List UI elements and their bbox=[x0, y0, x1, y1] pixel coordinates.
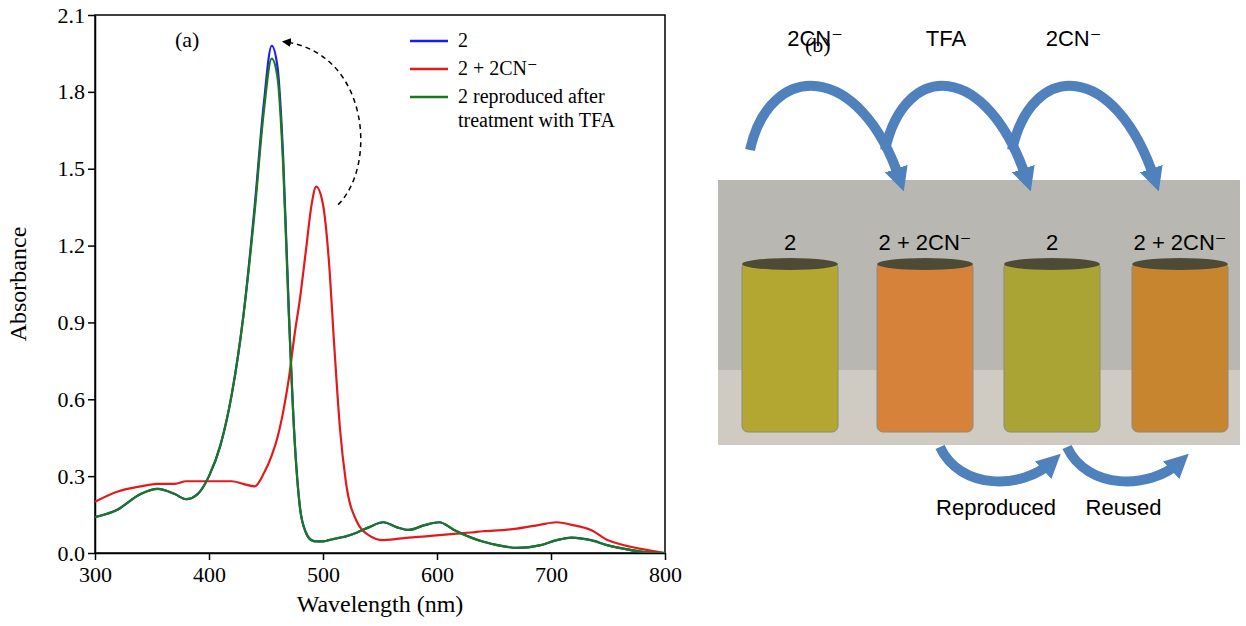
step-label: 2CN⁻ bbox=[787, 26, 843, 51]
legend: 2 2 + 2CN⁻ 2 reproduced aftertreatment wit… bbox=[410, 29, 616, 131]
x-tick-label: 600 bbox=[421, 562, 454, 587]
x-tick-label: 400 bbox=[193, 562, 226, 587]
y-tick-label: 0.0 bbox=[58, 541, 86, 566]
x-axis: 300400500600700800 bbox=[79, 553, 682, 587]
x-tick-mark bbox=[209, 553, 211, 560]
panel-label: (a) bbox=[175, 27, 199, 52]
vial-label: 2 bbox=[784, 230, 796, 255]
step-arrow bbox=[885, 86, 1027, 180]
y-tick: 2.1 bbox=[58, 3, 96, 28]
x-tick-mark bbox=[323, 553, 325, 560]
x-tick: 500 bbox=[307, 553, 340, 587]
vial-rim bbox=[742, 258, 838, 270]
y-tick-mark bbox=[88, 15, 95, 17]
x-tick-mark bbox=[437, 553, 439, 560]
y-tick-mark bbox=[88, 476, 95, 478]
x-tick: 400 bbox=[193, 553, 226, 587]
figure: 3004005006007008000.00.30.60.91.21.51.82… bbox=[0, 0, 1246, 626]
spectrum-line bbox=[95, 46, 665, 553]
y-tick-label: 1.2 bbox=[58, 233, 86, 258]
x-axis-line bbox=[96, 553, 666, 555]
vial bbox=[1004, 262, 1100, 432]
vial-label: 2 + 2CN⁻ bbox=[879, 230, 972, 255]
x-tick-mark bbox=[665, 553, 667, 560]
vial bbox=[877, 262, 973, 432]
y-tick-label: 1.5 bbox=[58, 156, 86, 181]
plot-area bbox=[95, 46, 665, 553]
x-tick-label: 800 bbox=[649, 562, 682, 587]
vial-label: 2 bbox=[1046, 230, 1058, 255]
step-arrow bbox=[750, 86, 900, 180]
vial-label: 2 + 2CN⁻ bbox=[1134, 230, 1227, 255]
y-tick-label: 2.1 bbox=[58, 3, 86, 28]
y-axis-title: Absorbance bbox=[5, 227, 31, 342]
y-tick: 1.2 bbox=[58, 233, 96, 258]
x-tick: 600 bbox=[421, 553, 454, 587]
step-arrow bbox=[1067, 447, 1180, 481]
vial-rim bbox=[877, 258, 973, 270]
step-label: Reused bbox=[1086, 495, 1162, 520]
legend-swatch bbox=[410, 68, 448, 71]
y-tick: 1.5 bbox=[58, 156, 96, 181]
y-tick-mark bbox=[88, 245, 95, 247]
y-tick-mark bbox=[88, 168, 95, 170]
x-tick: 700 bbox=[535, 553, 568, 587]
y-tick: 0.6 bbox=[58, 387, 96, 412]
step-label: TFA bbox=[926, 26, 967, 51]
y-tick-mark bbox=[88, 92, 95, 94]
y-axis-line bbox=[95, 16, 97, 554]
x-tick-label: 500 bbox=[307, 562, 340, 587]
step-arrow bbox=[940, 447, 1052, 481]
legend-label: 2 reproduced aftertreatment with TFA bbox=[458, 85, 616, 131]
legend-swatch bbox=[410, 96, 448, 99]
x-tick-label: 700 bbox=[535, 562, 568, 587]
y-tick: 0.0 bbox=[58, 541, 96, 566]
y-tick: 1.8 bbox=[58, 79, 96, 104]
y-tick-label: 0.9 bbox=[58, 310, 86, 335]
shift-arrow bbox=[284, 42, 361, 205]
x-tick: 800 bbox=[649, 553, 682, 587]
x-tick-mark bbox=[551, 553, 553, 560]
step-arrow bbox=[1012, 86, 1155, 180]
y-axis: 0.0 0.3 0.6 0.9 1.2 1.5 1.8 2.1 bbox=[58, 3, 96, 566]
y-tick-mark bbox=[88, 399, 95, 401]
spectrum-line bbox=[95, 59, 665, 553]
y-tick: 0.9 bbox=[58, 310, 96, 335]
vial bbox=[742, 262, 838, 432]
step-label: 2CN⁻ bbox=[1046, 26, 1102, 51]
y-tick-label: 1.8 bbox=[58, 79, 86, 104]
x-axis-title: Wavelength (nm) bbox=[297, 591, 464, 617]
vial-rim bbox=[1132, 258, 1228, 270]
photo-background bbox=[718, 180, 1240, 445]
y-tick: 0.3 bbox=[58, 464, 96, 489]
legend-label: 2 + 2CN⁻ bbox=[458, 57, 538, 79]
vial bbox=[1132, 262, 1228, 432]
y-tick-label: 0.6 bbox=[58, 387, 86, 412]
vial-rim bbox=[1004, 258, 1100, 270]
y-tick-mark bbox=[88, 322, 95, 324]
y-tick-mark bbox=[88, 553, 95, 555]
legend-label: 2 bbox=[458, 29, 468, 51]
plot-frame bbox=[95, 15, 665, 553]
legend-swatch bbox=[410, 40, 448, 43]
step-label: Reproduced bbox=[936, 495, 1056, 520]
y-tick-label: 0.3 bbox=[58, 464, 86, 489]
